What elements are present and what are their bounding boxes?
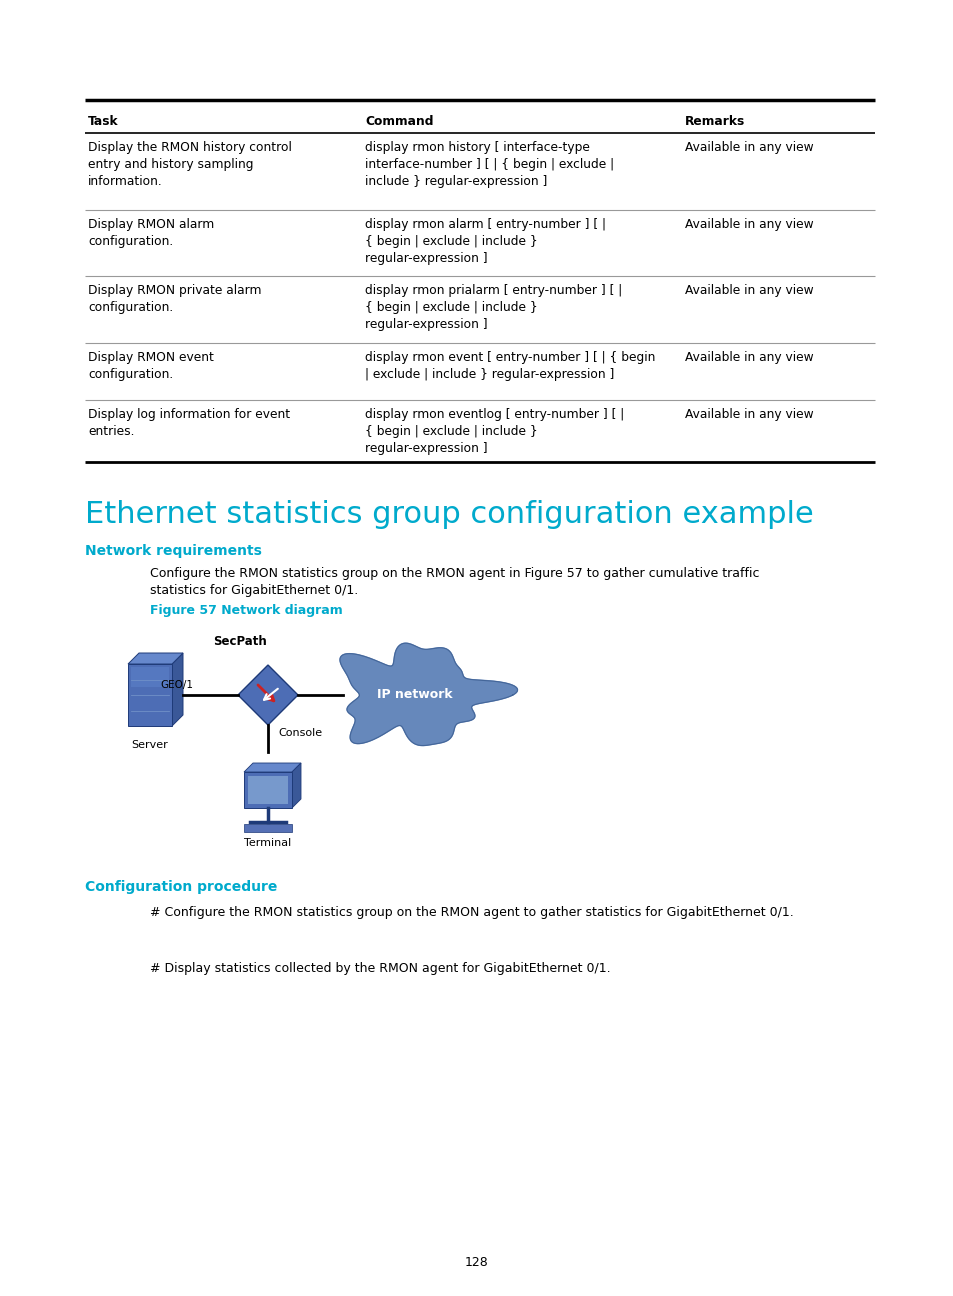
FancyBboxPatch shape (248, 776, 288, 804)
Polygon shape (237, 665, 297, 724)
Text: Console: Console (277, 728, 322, 737)
Text: GEO/1: GEO/1 (160, 680, 193, 689)
Text: Ethernet statistics group configuration example: Ethernet statistics group configuration … (85, 500, 813, 529)
Text: Available in any view: Available in any view (684, 408, 813, 421)
FancyBboxPatch shape (128, 664, 172, 726)
Text: Figure 57 Network diagram: Figure 57 Network diagram (150, 604, 342, 617)
Text: SecPath: SecPath (213, 635, 267, 648)
Text: IP network: IP network (376, 688, 453, 701)
Text: Task: Task (88, 115, 118, 128)
Text: Display RMON event
configuration.: Display RMON event configuration. (88, 351, 213, 381)
Polygon shape (128, 653, 183, 664)
Text: Display RMON private alarm
configuration.: Display RMON private alarm configuration… (88, 284, 261, 314)
Text: Available in any view: Available in any view (684, 284, 813, 297)
Text: Available in any view: Available in any view (684, 141, 813, 154)
Text: # Display statistics collected by the RMON agent for GigabitEthernet 0/1.: # Display statistics collected by the RM… (150, 962, 610, 975)
Text: Terminal: Terminal (244, 839, 292, 848)
FancyBboxPatch shape (244, 772, 292, 807)
Text: display rmon prialarm [ entry-number ] [ |
{ begin | exclude | include }
regular: display rmon prialarm [ entry-number ] [… (365, 284, 621, 330)
Polygon shape (244, 763, 301, 772)
Text: Available in any view: Available in any view (684, 351, 813, 364)
Text: Remarks: Remarks (684, 115, 744, 128)
Polygon shape (292, 763, 301, 807)
Text: # Configure the RMON statistics group on the RMON agent to gather statistics for: # Configure the RMON statistics group on… (150, 906, 793, 919)
Text: Display the RMON history control
entry and history sampling
information.: Display the RMON history control entry a… (88, 141, 292, 188)
Text: display rmon event [ entry-number ] [ | { begin
| exclude | include } regular-ex: display rmon event [ entry-number ] [ | … (365, 351, 655, 381)
Polygon shape (172, 653, 183, 726)
Text: Command: Command (365, 115, 433, 128)
Text: Server: Server (132, 740, 168, 750)
Polygon shape (339, 643, 517, 745)
Text: Network requirements: Network requirements (85, 544, 262, 559)
Text: 128: 128 (465, 1256, 488, 1269)
Text: Display RMON alarm
configuration.: Display RMON alarm configuration. (88, 218, 214, 248)
FancyBboxPatch shape (244, 824, 292, 832)
Text: Configure the RMON statistics group on the RMON agent in Figure 57 to gather cum: Configure the RMON statistics group on t… (150, 568, 759, 597)
Text: Configuration procedure: Configuration procedure (85, 880, 277, 894)
FancyBboxPatch shape (131, 667, 169, 687)
Text: Display log information for event
entries.: Display log information for event entrie… (88, 408, 290, 438)
Text: display rmon eventlog [ entry-number ] [ |
{ begin | exclude | include }
regular: display rmon eventlog [ entry-number ] [… (365, 408, 623, 455)
Text: display rmon alarm [ entry-number ] [ |
{ begin | exclude | include }
regular-ex: display rmon alarm [ entry-number ] [ | … (365, 218, 605, 264)
Text: Available in any view: Available in any view (684, 218, 813, 231)
Text: display rmon history [ interface-type
interface-number ] [ | { begin | exclude |: display rmon history [ interface-type in… (365, 141, 614, 188)
